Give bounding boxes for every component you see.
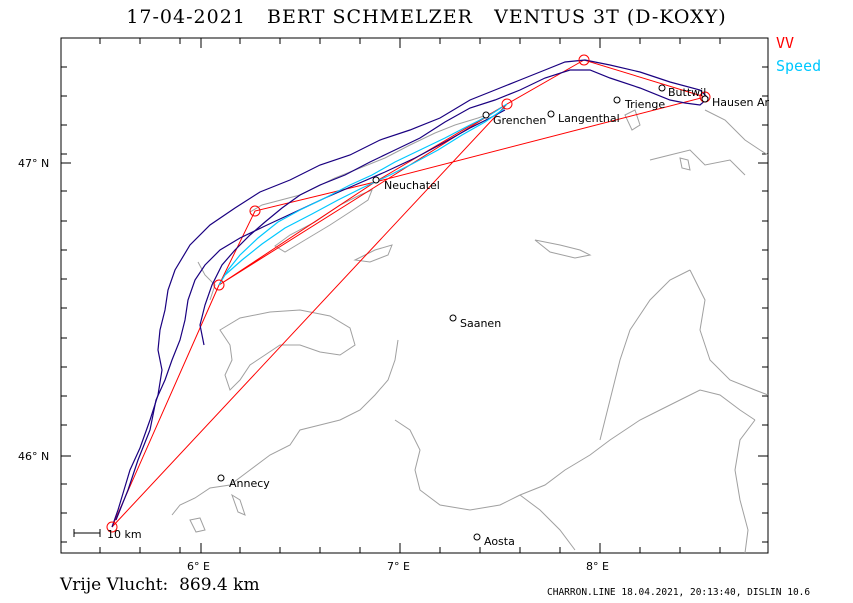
lon-tick-6: 6° E xyxy=(187,560,210,573)
place-annecy: Annecy xyxy=(229,477,270,490)
lat-tick-46: 46° N xyxy=(18,450,49,463)
place-markers xyxy=(217,84,709,541)
distance-label: Vrije Vlucht: 869.4 km xyxy=(60,575,260,595)
lakes xyxy=(189,109,691,533)
footer-info: CHARRON.LINE 18.04.2021, 20:13:40, DISLI… xyxy=(547,587,811,598)
place-neuchatel: Neuchatel xyxy=(384,179,440,192)
country-borders xyxy=(171,109,769,554)
turnpoint-markers xyxy=(106,54,711,533)
map-frame xyxy=(60,37,769,554)
lat-tick-47: 47° N xyxy=(18,157,49,170)
speed-track xyxy=(218,103,508,286)
legend-vv-label: VV xyxy=(776,34,795,52)
place-saanen: Saanen xyxy=(460,317,501,330)
lon-tick-7: 7° E xyxy=(387,560,410,573)
scale-label: 10 km xyxy=(107,528,142,541)
place-langenthal: Langenthal xyxy=(558,112,620,125)
place-aosta: Aosta xyxy=(484,535,515,548)
place-grenchen: Grenchen xyxy=(493,114,546,127)
flight-track xyxy=(111,59,709,528)
place-triengen: Trienge xyxy=(624,98,665,111)
place-buttwil: Buttwil xyxy=(668,86,706,99)
scale-bar xyxy=(73,529,101,537)
legend-speed-label: Speed xyxy=(776,57,822,75)
axis-ticks xyxy=(61,38,768,553)
lon-tick-8: 8° E xyxy=(586,560,609,573)
place-hausen: Hausen Ar xyxy=(712,96,769,109)
map-title: 17-04-2021 BERT SCHMELZER VENTUS 3T (D-K… xyxy=(126,6,727,28)
